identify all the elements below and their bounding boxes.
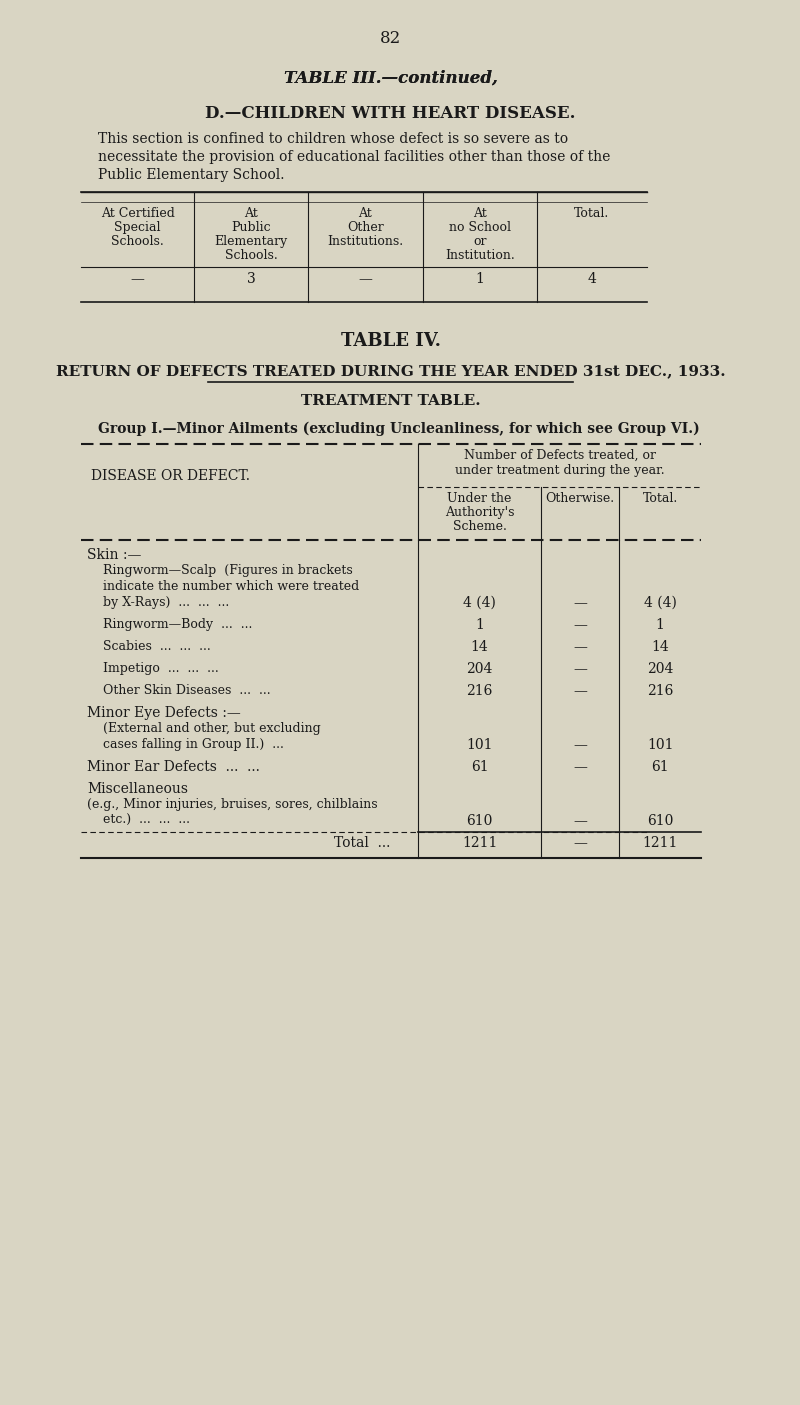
- Text: Miscellaneous: Miscellaneous: [87, 783, 188, 797]
- Text: Total  ...: Total ...: [334, 836, 390, 850]
- Text: Scabies  ...  ...  ...: Scabies ... ... ...: [87, 641, 210, 653]
- Text: TABLE IV.: TABLE IV.: [341, 332, 441, 350]
- Text: 14: 14: [651, 641, 669, 653]
- Text: (e.g., Minor injuries, bruises, sores, chilblains: (e.g., Minor injuries, bruises, sores, c…: [87, 798, 378, 811]
- Text: TABLE III.—continued,: TABLE III.—continued,: [284, 70, 498, 87]
- Text: Minor Ear Defects  ...  ...: Minor Ear Defects ... ...: [87, 760, 260, 774]
- Text: Schools.: Schools.: [225, 249, 278, 261]
- Text: Public: Public: [231, 221, 271, 235]
- Text: etc.)  ...  ...  ...: etc.) ... ... ...: [87, 813, 190, 828]
- Text: 101: 101: [466, 738, 493, 752]
- Text: —: —: [574, 813, 587, 828]
- Text: —: —: [574, 618, 587, 632]
- Text: At: At: [473, 207, 486, 221]
- Text: necessitate the provision of educational facilities other than those of the: necessitate the provision of educational…: [98, 150, 610, 164]
- Text: TREATMENT TABLE.: TREATMENT TABLE.: [301, 393, 480, 407]
- Text: —: —: [574, 760, 587, 774]
- Text: At: At: [358, 207, 372, 221]
- Text: —: —: [574, 662, 587, 676]
- Text: Under the: Under the: [447, 492, 512, 504]
- Text: 1: 1: [656, 618, 665, 632]
- Text: 216: 216: [647, 684, 674, 698]
- Text: Ringworm—Body  ...  ...: Ringworm—Body ... ...: [87, 618, 252, 631]
- Text: indicate the number which were treated: indicate the number which were treated: [87, 580, 359, 593]
- Text: Other: Other: [347, 221, 384, 235]
- Text: Minor Eye Defects :—: Minor Eye Defects :—: [87, 705, 241, 719]
- Text: 204: 204: [466, 662, 493, 676]
- Text: Total.: Total.: [642, 492, 678, 504]
- Text: Number of Defects treated, or
under treatment during the year.: Number of Defects treated, or under trea…: [455, 450, 665, 478]
- Text: Otherwise.: Otherwise.: [546, 492, 615, 504]
- Text: Special: Special: [114, 221, 161, 235]
- Text: 610: 610: [466, 813, 493, 828]
- Text: by X-Rays)  ...  ...  ...: by X-Rays) ... ... ...: [87, 596, 230, 608]
- Text: This section is confined to children whose defect is so severe as to: This section is confined to children who…: [98, 132, 568, 146]
- Text: Schools.: Schools.: [111, 235, 164, 249]
- Text: 216: 216: [466, 684, 493, 698]
- Text: RETURN OF DEFECTS TREATED DURING THE YEAR ENDED 31st DEC., 1933.: RETURN OF DEFECTS TREATED DURING THE YEA…: [56, 364, 726, 378]
- Text: 82: 82: [380, 30, 401, 46]
- Text: 4: 4: [587, 273, 596, 287]
- Text: —: —: [574, 684, 587, 698]
- Text: 204: 204: [647, 662, 674, 676]
- Text: 1: 1: [475, 273, 484, 287]
- Text: —: —: [358, 273, 372, 287]
- Text: 1211: 1211: [642, 836, 678, 850]
- Text: Institution.: Institution.: [445, 249, 514, 261]
- Text: 3: 3: [246, 273, 255, 287]
- Text: 610: 610: [647, 813, 674, 828]
- Text: Impetigo  ...  ...  ...: Impetigo ... ... ...: [87, 662, 218, 674]
- Text: At Certified: At Certified: [101, 207, 174, 221]
- Text: Ringworm—Scalp  (Figures in brackets: Ringworm—Scalp (Figures in brackets: [87, 563, 353, 577]
- Text: Total.: Total.: [574, 207, 610, 221]
- Text: At: At: [244, 207, 258, 221]
- Text: 4 (4): 4 (4): [644, 596, 677, 610]
- Text: Scheme.: Scheme.: [453, 520, 506, 532]
- Text: (External and other, but excluding: (External and other, but excluding: [87, 722, 321, 735]
- Text: or: or: [473, 235, 486, 249]
- Text: Group I.—Minor Ailments (excluding Uncleanliness, for which see Group VI.): Group I.—Minor Ailments (excluding Uncle…: [98, 422, 700, 437]
- Text: 1: 1: [475, 618, 484, 632]
- Text: Institutions.: Institutions.: [327, 235, 403, 249]
- Text: D.—CHILDREN WITH HEART DISEASE.: D.—CHILDREN WITH HEART DISEASE.: [206, 105, 576, 122]
- Text: Public Elementary School.: Public Elementary School.: [98, 169, 285, 183]
- Text: Skin :—: Skin :—: [87, 548, 142, 562]
- Text: Other Skin Diseases  ...  ...: Other Skin Diseases ... ...: [87, 684, 270, 697]
- Text: —: —: [574, 836, 587, 850]
- Text: 101: 101: [647, 738, 674, 752]
- Text: 61: 61: [651, 760, 669, 774]
- Text: cases falling in Group II.)  ...: cases falling in Group II.) ...: [87, 738, 284, 752]
- Text: DISEASE OR DEFECT.: DISEASE OR DEFECT.: [90, 469, 250, 483]
- Text: —: —: [574, 596, 587, 610]
- Text: TABLE III.—continued,: TABLE III.—continued,: [284, 70, 498, 87]
- Text: 1211: 1211: [462, 836, 498, 850]
- Text: Authority's: Authority's: [445, 506, 514, 518]
- Text: Elementary: Elementary: [214, 235, 288, 249]
- Text: 61: 61: [471, 760, 489, 774]
- Text: —: —: [574, 641, 587, 653]
- Text: —: —: [574, 738, 587, 752]
- Text: —: —: [130, 273, 145, 287]
- Text: 14: 14: [471, 641, 489, 653]
- Text: 4 (4): 4 (4): [463, 596, 496, 610]
- Text: no School: no School: [449, 221, 510, 235]
